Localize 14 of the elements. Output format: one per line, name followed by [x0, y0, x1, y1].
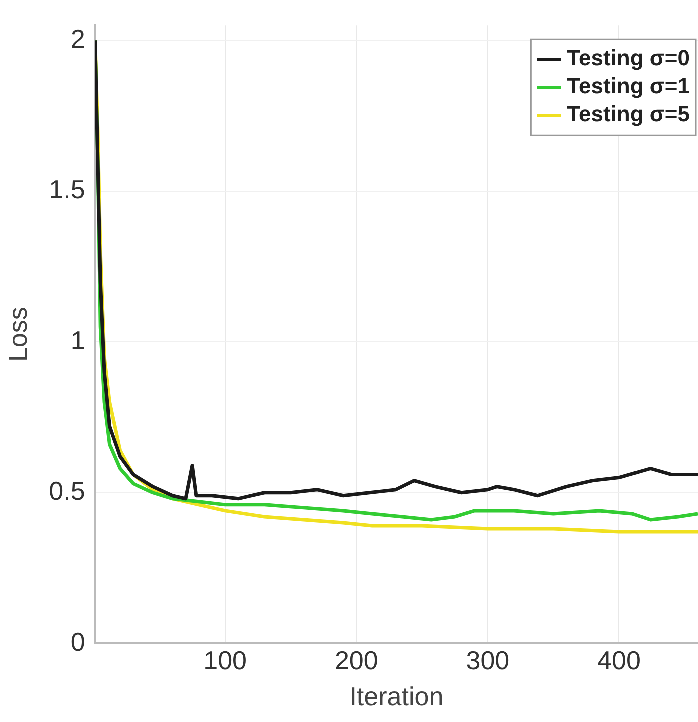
y-tick-label: 1.5 — [49, 174, 86, 205]
legend-label: Testing σ=5 — [567, 102, 690, 127]
y-tick-label: 2 — [70, 24, 86, 54]
x-tick-label: 100 — [204, 645, 248, 676]
legend-label: Testing σ=1 — [567, 74, 690, 99]
y-tick-label: 1 — [70, 325, 86, 356]
x-tick-label: 300 — [466, 645, 510, 676]
legend-label: Testing σ=0 — [567, 46, 690, 71]
y-tick-label: 0 — [70, 626, 86, 657]
y-tick-label: 0.5 — [49, 476, 86, 506]
x-tick-label: 200 — [334, 645, 378, 676]
x-axis-title: Iteration — [350, 682, 444, 712]
y-axis-title: Loss — [2, 307, 33, 362]
x-tick-label: 400 — [598, 645, 641, 676]
